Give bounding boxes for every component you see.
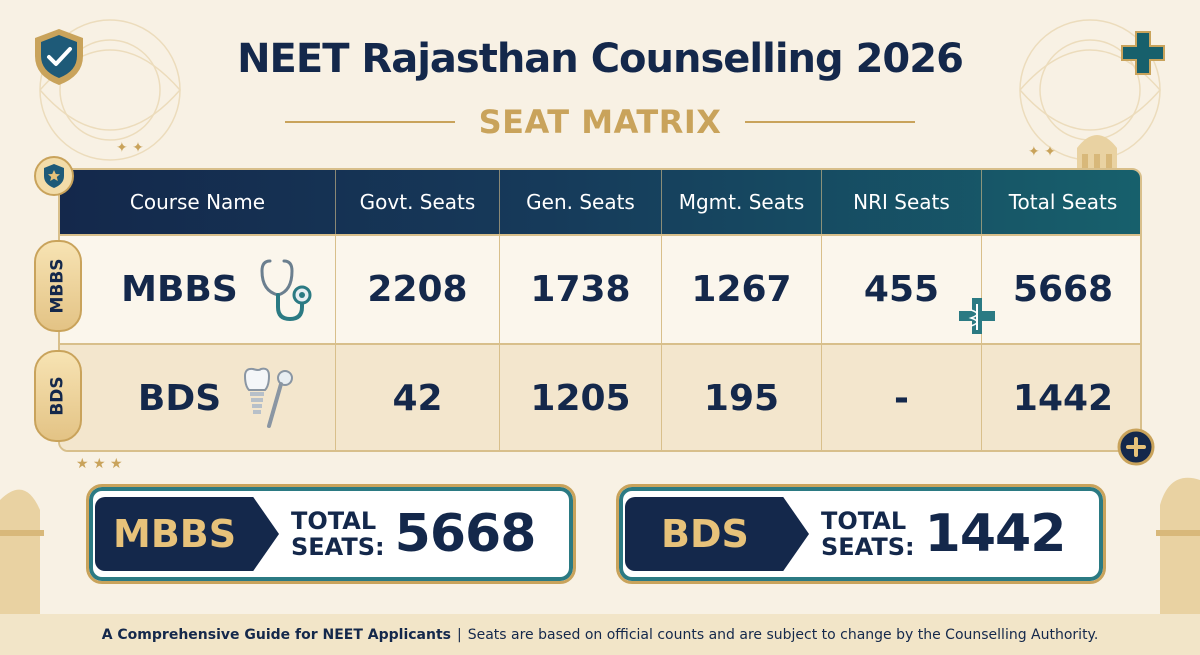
nri-seats-cell: - (822, 345, 982, 450)
column-header-gen: Gen. Seats (500, 170, 662, 234)
plus-badge-icon (1117, 428, 1155, 466)
left-dome-decoration (0, 489, 44, 615)
gen-seats-cell: 1205 (500, 345, 662, 450)
govt-seats-cell: 42 (336, 345, 500, 450)
seat-matrix-table: Course Name Govt. Seats Gen. Seats Mgmt.… (58, 168, 1142, 452)
row-tab-label: BDS (48, 376, 68, 416)
table-header: Course Name Govt. Seats Gen. Seats Mgmt.… (60, 170, 1140, 234)
gen-seats-cell: 1738 (500, 236, 662, 343)
column-header-course: Course Name (60, 170, 336, 234)
right-dome-decoration (1156, 477, 1200, 615)
column-header-total: Total Seats (1008, 190, 1118, 214)
course-name: MBBS (121, 269, 238, 310)
summary-card-mbbs: MBBS TOTAL SEATS: 5668 (86, 484, 576, 584)
nri-seats-cell: 455 (822, 236, 982, 343)
summary-total-label-line1: TOTAL (291, 507, 377, 535)
shield-check-icon (35, 29, 83, 85)
table-row: MBBS 2208 1738 1267 455 5668 (60, 234, 1140, 343)
summary-total-label-line1: TOTAL (821, 507, 907, 535)
summary-course-label: MBBS (95, 497, 279, 571)
summary-card-bds: BDS TOTAL SEATS: 1442 (616, 484, 1106, 584)
page-subtitle: SEAT MATRIX (478, 103, 722, 141)
course-name: BDS (137, 378, 222, 419)
course-cell: BDS (60, 345, 336, 450)
sparkles-left: ✦ ✦ (116, 140, 144, 156)
footer-bold-text: A Comprehensive Guide for NEET Applicant… (101, 626, 451, 643)
row-tab-label: MBBS (48, 258, 69, 314)
column-header-mgmt: Mgmt. Seats (662, 170, 822, 234)
subtitle-divider-left (284, 121, 455, 123)
star-shield-icon (34, 156, 74, 196)
row-tab-bds: BDS (34, 350, 82, 442)
summary-total-label-line2: SEATS: (291, 533, 385, 561)
column-header-nri: NRI Seats (822, 170, 982, 234)
table-row: BDS 42 1205 195 - 1442 (60, 343, 1140, 450)
mgmt-seats-cell: 195 (662, 345, 822, 450)
total-seats-cell: 5668 (1012, 269, 1114, 310)
subtitle-row: SEAT MATRIX (0, 100, 1200, 144)
total-seats-cell: 1442 (1012, 378, 1114, 419)
footer-text: Seats are based on official counts and a… (467, 626, 1099, 643)
summary-total-value: 5668 (394, 504, 537, 564)
summary-total-label: TOTAL SEATS: (821, 508, 915, 560)
medical-cross-icon (1121, 31, 1165, 75)
summary-total-label: TOTAL SEATS: (291, 508, 385, 560)
caduceus-icon (959, 298, 995, 334)
row-tab-mbbs: MBBS (34, 240, 82, 332)
footer-separator: | (457, 626, 462, 643)
summary-course-label: BDS (625, 497, 809, 571)
sparkles-right: ✦ ✦ (1028, 144, 1056, 160)
top-right-dome-decoration (1077, 135, 1117, 170)
tooth-implant-icon (244, 367, 294, 428)
mgmt-seats-cell: 1267 (662, 236, 822, 343)
footer: A Comprehensive Guide for NEET Applicant… (0, 614, 1200, 655)
stethoscope-icon (260, 259, 312, 321)
govt-seats-cell: 2208 (336, 236, 500, 343)
stars-decoration: ★ ★ ★ (76, 456, 123, 472)
page-title: NEET Rajasthan Counselling 2026 (237, 36, 964, 82)
summary-total-label-line2: SEATS: (821, 533, 915, 561)
course-cell: MBBS (60, 236, 336, 343)
subtitle-divider-right (745, 121, 916, 123)
column-header-govt: Govt. Seats (336, 170, 500, 234)
summary-total-value: 1442 (924, 504, 1067, 564)
